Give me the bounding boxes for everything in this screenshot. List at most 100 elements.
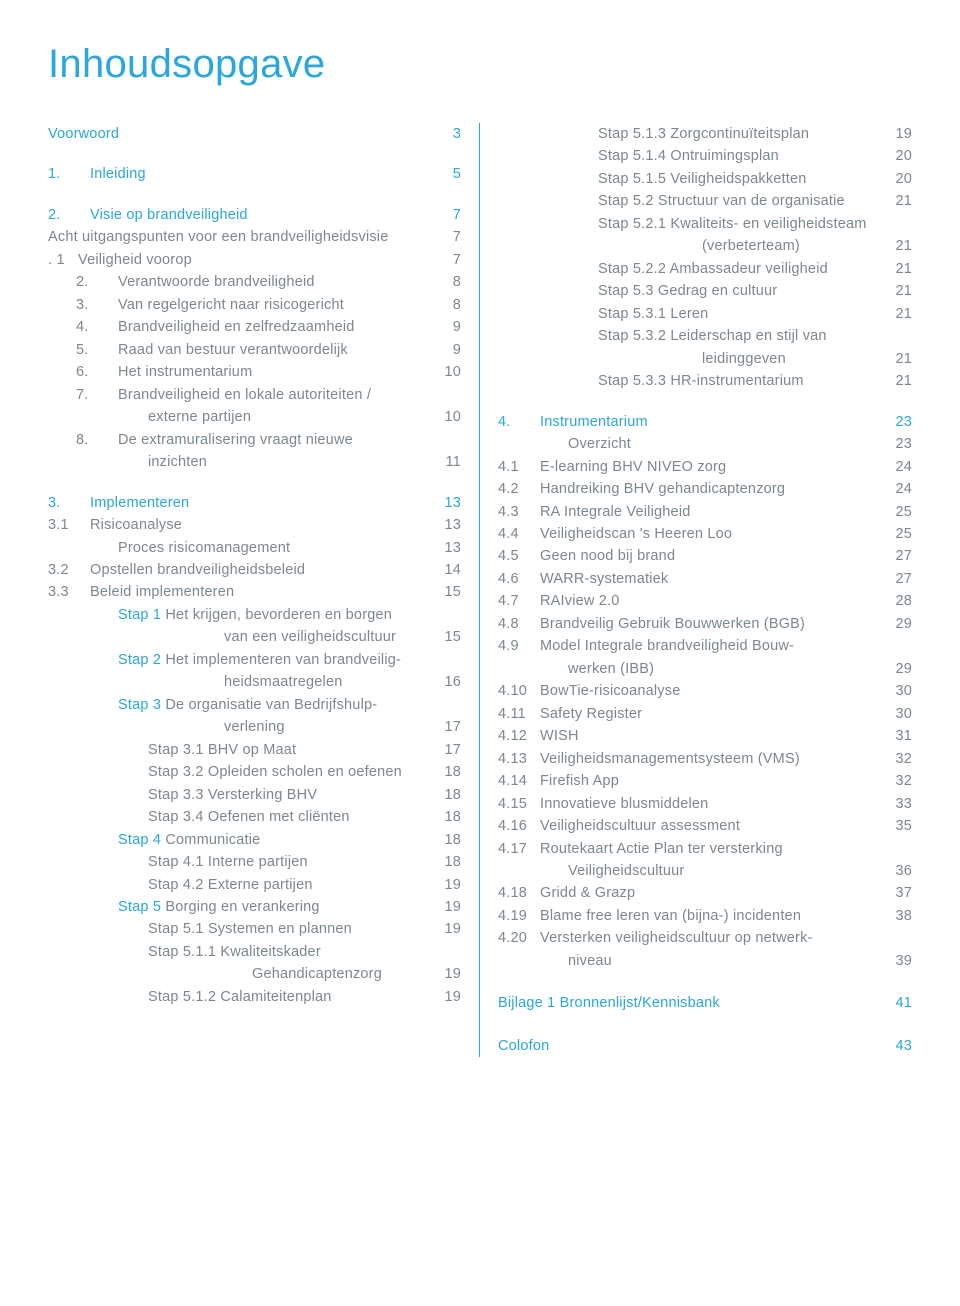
toc-entry[interactable]: Stap 5.2 Structuur van de organisatie21: [498, 190, 912, 212]
toc-entry[interactable]: Stap 3.3 Versterking BHV18: [48, 784, 461, 806]
toc-entry-page: 25: [884, 501, 912, 523]
toc-entry[interactable]: niveau39: [498, 950, 912, 972]
toc-entry[interactable]: 4.18Gridd & Grazp37: [498, 882, 912, 904]
toc-entry[interactable]: 4.20Versterken veiligheidscultuur op net…: [498, 927, 912, 949]
toc-entry-number: 4.8: [498, 613, 540, 635]
toc-entry[interactable]: Voorwoord3: [48, 123, 461, 145]
toc-entry[interactable]: Stap 3.2 Opleiden scholen en oefenen18: [48, 761, 461, 783]
toc-entry-label: WISH: [540, 725, 884, 747]
toc-entry-label: Stap 3.2 Opleiden scholen en oefenen: [90, 761, 433, 783]
toc-entry[interactable]: 4.6WARR-systematiek27: [498, 568, 912, 590]
toc-entry-label: Proces risicomanagement: [76, 537, 433, 559]
toc-entry[interactable]: 6.Het instrumentarium10: [48, 361, 461, 383]
toc-entry[interactable]: 3.2Opstellen brandveiligheidsbeleid14: [48, 559, 461, 581]
toc-entry[interactable]: Bijlage 1 Bronnenlijst/Kennisbank41: [498, 992, 912, 1014]
toc-entry[interactable]: Stap 5.3 Gedrag en cultuur21: [498, 280, 912, 302]
toc-entry[interactable]: 4.2Handreiking BHV gehandicaptenzorg24: [498, 478, 912, 500]
toc-entry[interactable]: 3.Van regelgericht naar risicogericht8: [48, 294, 461, 316]
toc-entry-label: Veiligheid voorop: [78, 249, 433, 271]
toc-entry[interactable]: Stap 5.1.2 Calamiteitenplan19: [48, 986, 461, 1008]
toc-entry-label: Blame free leren van (bijna-) incidenten: [540, 905, 884, 927]
toc-entry[interactable]: Stap 4 Communicatie18: [48, 829, 461, 851]
toc-entry[interactable]: 4.17Routekaart Actie Plan ter versterkin…: [498, 838, 912, 860]
toc-entry-label: niveau: [526, 950, 884, 972]
toc-entry[interactable]: 4.5Geen nood bij brand27: [498, 545, 912, 567]
toc-entry[interactable]: 3.1Risicoanalyse13: [48, 514, 461, 536]
toc-entry[interactable]: Stap 5.2.1 Kwaliteits- en veiligheidstea…: [498, 213, 912, 235]
toc-entry[interactable]: van een veiligheidscultuur15: [48, 626, 461, 648]
toc-entry[interactable]: 4.16Veiligheidscultuur assessment35: [498, 815, 912, 837]
toc-entry[interactable]: Gehandicaptenzorg19: [48, 963, 461, 985]
toc-entry[interactable]: 4.12WISH31: [498, 725, 912, 747]
toc-entry[interactable]: inzichten11: [48, 451, 461, 473]
toc-entry[interactable]: leidinggeven21: [498, 348, 912, 370]
toc-entry[interactable]: Stap 5.1.1 Kwaliteitskader: [48, 941, 461, 963]
toc-entry[interactable]: Stap 5.2.2 Ambassadeur veiligheid21: [498, 258, 912, 280]
toc-entry[interactable]: 5.Raad van bestuur verantwoordelijk9: [48, 339, 461, 361]
toc-entry-page: 38: [884, 905, 912, 927]
toc-entry[interactable]: 4.4Veiligheidscan 's Heeren Loo25: [498, 523, 912, 545]
toc-entry[interactable]: 4.7RAIview 2.028: [498, 590, 912, 612]
toc-entry[interactable]: . 1Veiligheid voorop7: [48, 249, 461, 271]
toc-entry[interactable]: 3.Implementeren13: [48, 492, 461, 514]
toc-entry[interactable]: 8.De extramuralisering vraagt nieuwe: [48, 429, 461, 451]
toc-entry[interactable]: 2.Visie op brandveiligheid7: [48, 204, 461, 226]
toc-entry[interactable]: Stap 5 Borging en verankering19: [48, 896, 461, 918]
toc-entry[interactable]: Stap 5.1.3 Zorgcontinuïteitsplan19: [498, 123, 912, 145]
toc-entry[interactable]: Proces risicomanagement13: [48, 537, 461, 559]
toc-entry[interactable]: Stap 3.4 Oefenen met cliënten18: [48, 806, 461, 828]
toc-entry-page: 21: [884, 370, 912, 392]
toc-entry[interactable]: Colofon43: [498, 1035, 912, 1057]
toc-entry[interactable]: Overzicht23: [498, 433, 912, 455]
toc-entry[interactable]: Stap 3.1 BHV op Maat17: [48, 739, 461, 761]
toc-entry[interactable]: Stap 5.1 Systemen en plannen19: [48, 918, 461, 940]
toc-entry[interactable]: 2.Verantwoorde brandveiligheid8: [48, 271, 461, 293]
toc-entry-page: 30: [884, 703, 912, 725]
toc-entry[interactable]: heidsmaatregelen16: [48, 671, 461, 693]
toc-entry[interactable]: Stap 4.1 Interne partijen18: [48, 851, 461, 873]
toc-entry[interactable]: Stap 5.3.2 Leiderschap en stijl van: [498, 325, 912, 347]
toc-entry[interactable]: Stap 5.3.3 HR-instrumentarium21: [498, 370, 912, 392]
toc-entry[interactable]: 1.Inleiding5: [48, 163, 461, 185]
toc-entry[interactable]: 4.15Innovatieve blusmiddelen33: [498, 793, 912, 815]
toc-entry[interactable]: 3.3Beleid implementeren15: [48, 581, 461, 603]
toc-entry[interactable]: externe partijen10: [48, 406, 461, 428]
toc-entry[interactable]: Stap 5.1.5 Veiligheidspakketten20: [498, 168, 912, 190]
toc-entry-page: 32: [884, 748, 912, 770]
toc-entry[interactable]: 4.Brandveiligheid en zelfredzaamheid9: [48, 316, 461, 338]
toc-entry-number: 4.13: [498, 748, 540, 770]
toc-entry-label: Veiligheidscan 's Heeren Loo: [540, 523, 884, 545]
toc-entry[interactable]: Acht uitgangspunten voor een brandveilig…: [48, 226, 461, 248]
toc-entry-label: Routekaart Actie Plan ter versterking: [540, 838, 884, 860]
toc-entry[interactable]: 4.10BowTie-risicoanalyse30: [498, 680, 912, 702]
toc-entry-page: 18: [433, 829, 461, 851]
toc-entry[interactable]: Stap 1 Het krijgen, bevorderen en borgen: [48, 604, 461, 626]
toc-entry[interactable]: 4.19Blame free leren van (bijna-) incide…: [498, 905, 912, 927]
toc-entry[interactable]: 4.9Model Integrale brandveiligheid Bouw-: [498, 635, 912, 657]
toc-entry[interactable]: verlening17: [48, 716, 461, 738]
toc-entry-number: 4.1: [498, 456, 540, 478]
toc-entry[interactable]: Stap 4.2 Externe partijen19: [48, 874, 461, 896]
toc-entry[interactable]: 4.Instrumentarium23: [498, 411, 912, 433]
toc-entry[interactable]: 4.8Brandveilig Gebruik Bouwwerken (BGB)2…: [498, 613, 912, 635]
toc-entry[interactable]: 4.3RA Integrale Veiligheid25: [498, 501, 912, 523]
toc-entry-page: 29: [884, 658, 912, 680]
toc-entry[interactable]: 4.11Safety Register30: [498, 703, 912, 725]
toc-entry[interactable]: werken (IBB)29: [498, 658, 912, 680]
toc-entry[interactable]: Stap 3 De organisatie van Bedrijfshulp-: [48, 694, 461, 716]
toc-entry-page: 21: [884, 303, 912, 325]
toc-entry[interactable]: 4.1E-learning BHV NIVEO zorg24: [498, 456, 912, 478]
toc-entry-label: Voorwoord: [48, 123, 433, 145]
toc-entry-label: Stap 3.1 BHV op Maat: [90, 739, 433, 761]
toc-entry-page: 13: [433, 537, 461, 559]
toc-entry[interactable]: Stap 2 Het implementeren van brandveilig…: [48, 649, 461, 671]
toc-entry[interactable]: (verbeterteam)21: [498, 235, 912, 257]
toc-entry[interactable]: 4.13Veiligheidsmanagementsysteem (VMS)32: [498, 748, 912, 770]
toc-entry[interactable]: Stap 5.1.4 Ontruimingsplan20: [498, 145, 912, 167]
toc-entry[interactable]: 4.14Firefish App32: [498, 770, 912, 792]
toc-entry-page: 20: [884, 168, 912, 190]
toc-entry[interactable]: Veiligheidscultuur36: [498, 860, 912, 882]
toc-entry[interactable]: 7.Brandveiligheid en lokale autoriteiten…: [48, 384, 461, 406]
toc-entry-number: 5.: [48, 339, 76, 361]
toc-entry[interactable]: Stap 5.3.1 Leren21: [498, 303, 912, 325]
